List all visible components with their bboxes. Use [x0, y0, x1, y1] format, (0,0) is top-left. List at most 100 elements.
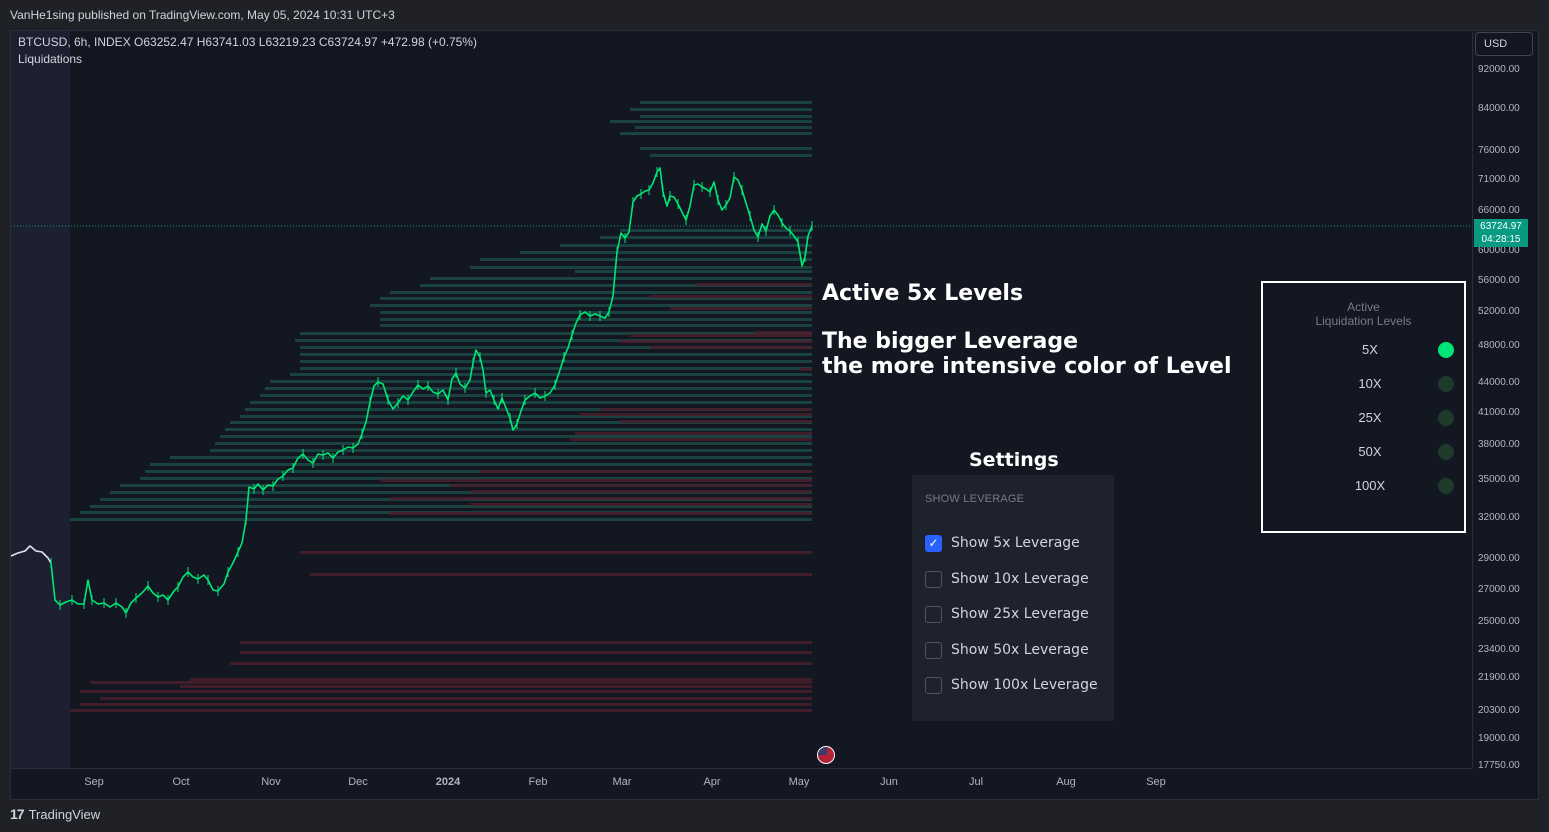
- liquidation-level-line: [240, 651, 812, 654]
- liquidation-level-line: [650, 346, 812, 349]
- checkbox-icon[interactable]: [925, 676, 942, 694]
- price-tick-label: 17750.00: [1478, 760, 1520, 771]
- liquidation-level-line: [640, 101, 812, 104]
- time-tick-label: May: [788, 776, 810, 788]
- liquidation-level-line: [300, 360, 812, 363]
- liquidation-level-line: [620, 229, 812, 232]
- status-dot-icon: [1438, 444, 1454, 460]
- checkbox-icon[interactable]: [925, 570, 942, 588]
- liquidation-level-line: [300, 367, 812, 370]
- indicator-legend[interactable]: Liquidations: [18, 52, 83, 66]
- price-tick-label: 23400.00: [1478, 644, 1520, 655]
- footer-brand[interactable]: 17 TradingView: [10, 806, 100, 822]
- option-show-50x[interactable]: Show 50x Leverage: [925, 640, 1089, 660]
- last-price-tag: 63724.97 04:28:15: [1474, 219, 1528, 247]
- liquidation-level-line: [300, 551, 812, 554]
- time-tick-label: Sep: [1146, 776, 1166, 788]
- liquidation-level-line: [225, 428, 812, 431]
- price-tick-label: 60000.00: [1478, 245, 1520, 256]
- price-tick-label: 76000.00: [1478, 145, 1520, 156]
- liquidation-level-line: [245, 408, 812, 411]
- price-tick-label: 56000.00: [1478, 275, 1520, 286]
- liquidation-level-line: [650, 295, 812, 298]
- time-tick-label: Aug: [1056, 776, 1076, 788]
- liquidation-level-line: [240, 641, 812, 644]
- liquidation-level-line: [150, 463, 812, 466]
- price-tick-label: 48000.00: [1478, 340, 1520, 351]
- price-tick-label: 27000.00: [1478, 584, 1520, 595]
- liquidation-level-line: [420, 284, 812, 287]
- price-tick-label: 29000.00: [1478, 553, 1520, 564]
- option-show-25x[interactable]: Show 25x Leverage: [925, 604, 1089, 624]
- liquidation-level-line: [230, 662, 812, 665]
- price-tick-label: 71000.00: [1478, 174, 1520, 185]
- liquidation-level-line: [215, 442, 812, 445]
- checkbox-checked-icon[interactable]: ✓: [925, 534, 942, 552]
- checkbox-icon[interactable]: [925, 641, 942, 659]
- liquidation-level-line: [520, 251, 812, 254]
- settings-panel: SHOW LEVERAGE ✓ Show 5x Leverage Show 10…: [912, 475, 1114, 721]
- liquidation-level-line: [650, 154, 812, 157]
- liquidation-level-line: [470, 266, 812, 269]
- liquidation-level-line: [295, 339, 812, 342]
- table-header-line-2: Liquidation Levels: [1315, 314, 1412, 328]
- brand-name: TradingView: [28, 806, 101, 822]
- liquidation-level-line: [390, 291, 812, 294]
- liquidation-level-line: [390, 512, 812, 515]
- liquidation-level-line: [575, 432, 812, 435]
- liquidation-level-line: [480, 258, 812, 261]
- price-series-line: [50, 167, 813, 614]
- liquidation-level-line: [600, 236, 812, 239]
- liquidation-level-line: [240, 415, 812, 418]
- level-label-10x: 10X: [1358, 376, 1382, 391]
- liquidation-level-line: [755, 331, 812, 334]
- liquidation-level-line: [470, 490, 812, 493]
- liquidation-level-line: [100, 697, 812, 700]
- liquidation-level-line: [310, 573, 812, 576]
- liquidation-level-line: [620, 132, 812, 135]
- checkbox-icon[interactable]: [925, 605, 942, 623]
- symbol-legend[interactable]: BTCUSD, 6h, INDEX O63252.47 H63741.03 L6…: [18, 35, 477, 49]
- liquidation-level-line: [670, 307, 812, 310]
- us-flag-icon[interactable]: [817, 746, 835, 764]
- liquidation-level-line: [300, 332, 812, 335]
- level-label-100x: 100X: [1354, 478, 1386, 493]
- status-dot-icon: [1438, 342, 1454, 358]
- price-tick-label: 25000.00: [1478, 616, 1520, 627]
- liquidation-level-line: [380, 297, 812, 300]
- liquidation-level-line: [630, 334, 812, 337]
- liquidation-level-line: [380, 479, 812, 482]
- publish-bar: VanHe1sing published on TradingView.com,…: [0, 0, 1549, 30]
- tradingview-logo-icon: 17: [10, 806, 25, 822]
- price-tick-label: 44000.00: [1478, 377, 1520, 388]
- level-label-5x: 5X: [1362, 342, 1378, 357]
- price-tick-label: 21900.00: [1478, 672, 1520, 683]
- price-tick-label: 32000.00: [1478, 512, 1520, 523]
- option-show-10x[interactable]: Show 10x Leverage: [925, 569, 1089, 589]
- liquidation-level-line: [370, 304, 812, 307]
- option-show-100x[interactable]: Show 100x Leverage: [925, 675, 1098, 695]
- liquidation-level-line: [620, 340, 812, 343]
- annotation-line-2: the more intensive color of Level: [822, 354, 1232, 379]
- time-tick-label: 2024: [435, 776, 461, 788]
- price-tick-label: 84000.00: [1478, 103, 1520, 114]
- liquidation-level-line: [190, 678, 812, 681]
- time-tick-label: Feb: [528, 776, 548, 788]
- option-label: Show 100x Leverage: [951, 677, 1098, 693]
- liquidation-level-line: [390, 497, 812, 500]
- liquidation-level-line: [70, 518, 812, 521]
- status-dot-icon: [1438, 410, 1454, 426]
- price-tick-label: 19000.00: [1478, 733, 1520, 744]
- settings-section-label: SHOW LEVERAGE: [925, 493, 1025, 505]
- currency-button[interactable]: USD: [1475, 32, 1533, 56]
- liquidation-level-line: [140, 477, 812, 480]
- liquidation-level-line: [470, 503, 812, 506]
- liquidation-level-line: [480, 470, 812, 473]
- time-tick-label: Oct: [172, 776, 190, 788]
- annotation-line-1: The bigger Leverage: [822, 329, 1079, 354]
- time-tick-label: Jun: [880, 776, 898, 788]
- option-label: Show 5x Leverage: [951, 535, 1080, 551]
- liquidation-level-line: [210, 449, 812, 452]
- option-show-5x[interactable]: ✓ Show 5x Leverage: [925, 533, 1080, 553]
